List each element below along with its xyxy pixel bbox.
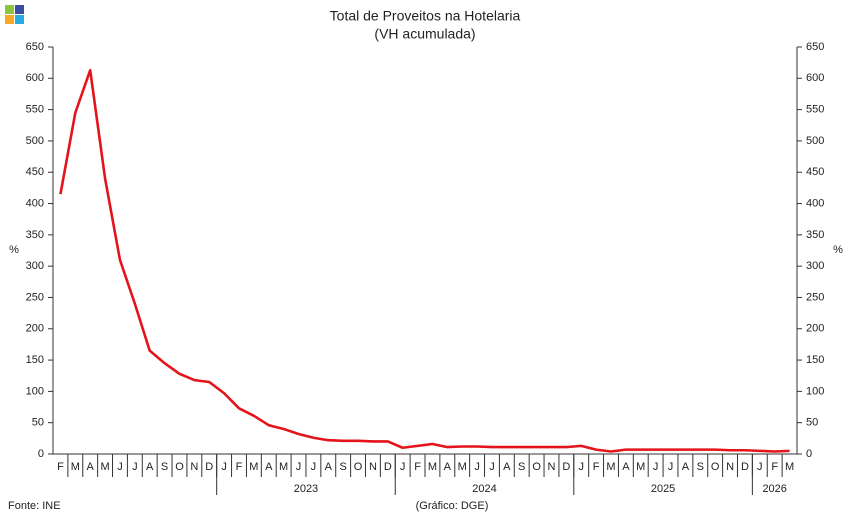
x-tick-label: J (474, 461, 480, 473)
x-tick-label: J (400, 461, 406, 473)
x-tick-label: N (726, 461, 734, 473)
credit: (Gráfico: DGE) (416, 500, 489, 512)
chart-title: Total de Proveitos na Hotelaria (330, 8, 521, 24)
x-tick-label: D (205, 461, 213, 473)
x-tick-label: M (636, 461, 645, 473)
y-tick-label: 550 (26, 104, 44, 116)
x-tick-label: D (562, 461, 570, 473)
line-series (59, 68, 790, 453)
x-tick-label: S (339, 461, 346, 473)
x-tick-label: J (489, 461, 495, 473)
y-tick-label: 650 (26, 41, 44, 53)
y-tick-label: 50 (32, 417, 44, 429)
x-tick-label: A (444, 461, 452, 473)
year-label: 2024 (472, 483, 496, 495)
x-tick-label: F (771, 461, 778, 473)
x-tick-label: O (532, 461, 541, 473)
x-tick-label: S (161, 461, 168, 473)
y-tick-label: 400 (26, 197, 44, 209)
x-tick-label: A (682, 461, 690, 473)
x-tick-label: F (593, 461, 600, 473)
year-label: 2023 (294, 483, 318, 495)
source: Fonte: INE (8, 500, 61, 512)
y2-tick-label: 150 (806, 354, 824, 366)
x-tick-label: M (428, 461, 437, 473)
x-tick-label: J (578, 461, 584, 473)
x-tick-label: J (757, 461, 763, 473)
y-tick-label: 350 (26, 229, 44, 241)
x-tick-label: D (384, 461, 392, 473)
x-tick-label: M (249, 461, 258, 473)
y2-tick-label: 600 (806, 72, 824, 84)
x-tick-label: F (236, 461, 243, 473)
x-tick-label: J (311, 461, 317, 473)
x-tick-label: S (518, 461, 525, 473)
y2-tick-label: 400 (806, 197, 824, 209)
y2-tick-label: 50 (806, 417, 818, 429)
x-tick-label: J (221, 461, 227, 473)
x-tick-label: M (606, 461, 615, 473)
y2-tick-label: 0 (806, 448, 812, 460)
x-tick-label: F (57, 461, 64, 473)
year-label: 2025 (651, 483, 675, 495)
y-tick-label: 250 (26, 291, 44, 303)
chart-subtitle: (VH acumulada) (374, 26, 475, 42)
y2-tick-label: 350 (806, 229, 824, 241)
x-tick-label: O (354, 461, 363, 473)
x-tick-label: F (414, 461, 421, 473)
y2-tick-label: 650 (806, 41, 824, 53)
y2-tick-label: 200 (806, 323, 824, 335)
x-tick-label: A (503, 461, 511, 473)
y2-tick-label: 300 (806, 260, 824, 272)
y-tick-label: 200 (26, 323, 44, 335)
y2-axis-label: % (833, 244, 843, 256)
y-tick-label: 600 (26, 72, 44, 84)
y-tick-label: 300 (26, 260, 44, 272)
y2-tick-label: 250 (806, 291, 824, 303)
y2-tick-label: 100 (806, 385, 824, 397)
x-tick-label: J (668, 461, 674, 473)
logo (5, 5, 24, 24)
x-tick-label: A (325, 461, 333, 473)
y-tick-label: 100 (26, 385, 44, 397)
x-tick-label: M (785, 461, 794, 473)
y-tick-label: 450 (26, 166, 44, 178)
x-tick-label: A (146, 461, 154, 473)
x-tick-label: A (622, 461, 630, 473)
x-tick-label: D (741, 461, 749, 473)
x-tick-label: N (190, 461, 198, 473)
year-label: 2026 (762, 483, 786, 495)
x-tick-label: O (711, 461, 720, 473)
y-axis-label: % (9, 244, 19, 256)
x-tick-label: M (279, 461, 288, 473)
x-tick-label: A (87, 461, 95, 473)
x-tick-label: J (117, 461, 123, 473)
x-tick-label: J (132, 461, 138, 473)
y2-tick-label: 550 (806, 104, 824, 116)
x-tick-label: N (548, 461, 556, 473)
x-tick-label: O (175, 461, 184, 473)
x-tick-label: S (697, 461, 704, 473)
x-tick-label: J (653, 461, 659, 473)
y-tick-label: 0 (38, 448, 44, 460)
x-tick-label: M (71, 461, 80, 473)
x-tick-label: N (369, 461, 377, 473)
x-tick-label: M (458, 461, 467, 473)
x-tick-label: J (296, 461, 302, 473)
y2-tick-label: 450 (806, 166, 824, 178)
y-tick-label: 150 (26, 354, 44, 366)
y2-tick-label: 500 (806, 135, 824, 147)
x-tick-label: A (265, 461, 273, 473)
x-tick-label: M (100, 461, 109, 473)
y-tick-label: 500 (26, 135, 44, 147)
